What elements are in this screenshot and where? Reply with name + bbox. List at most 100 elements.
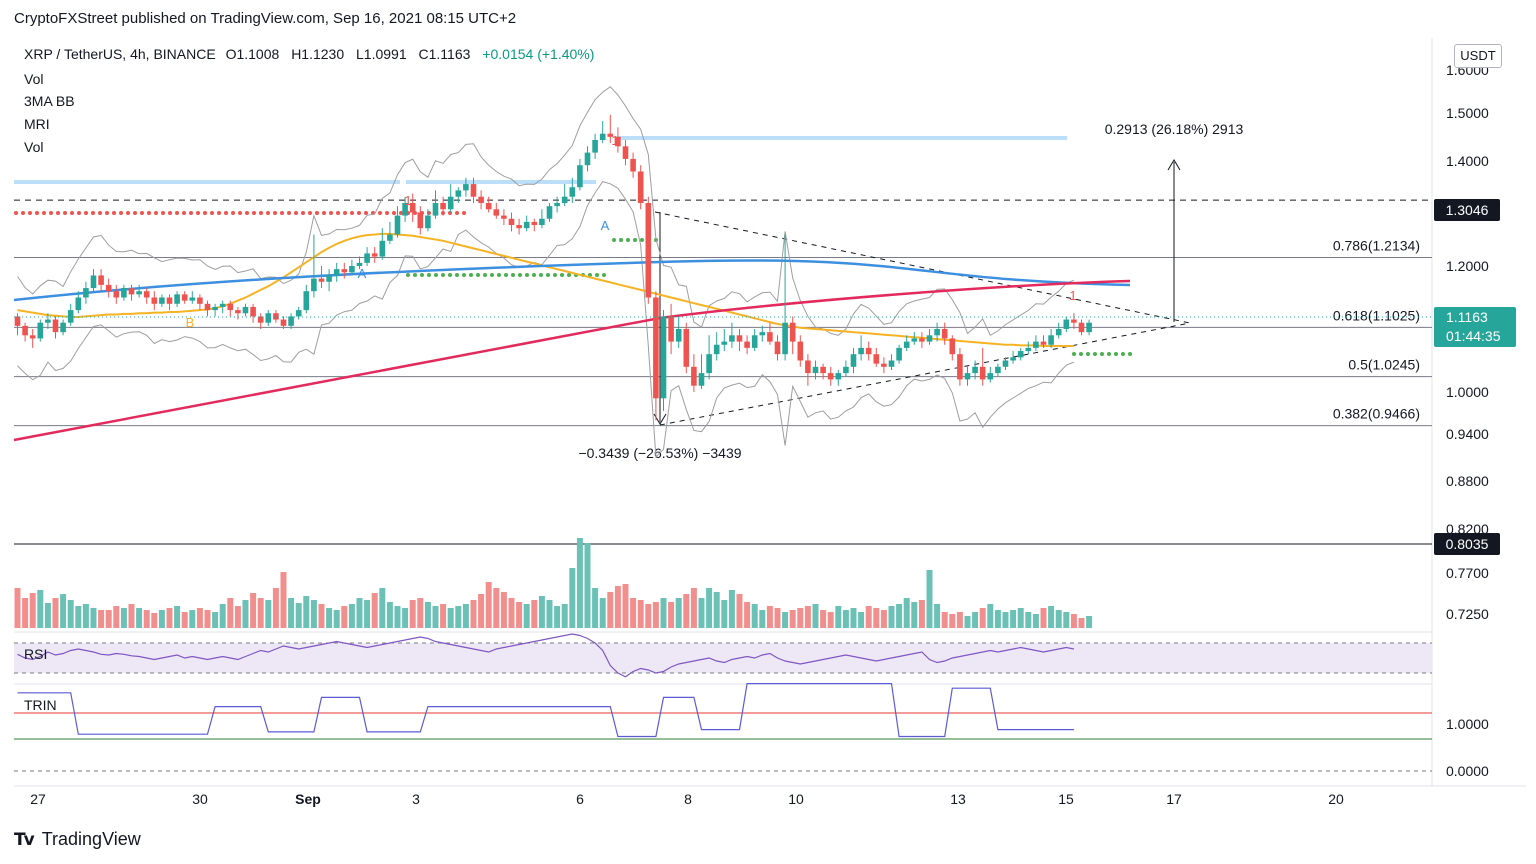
candle-body [592, 140, 598, 153]
candle-body [303, 291, 310, 311]
candle-body [729, 335, 735, 342]
green-dot [560, 273, 564, 277]
red-dot [133, 211, 137, 215]
candle-body [295, 310, 302, 317]
volume-bar [1032, 614, 1039, 628]
red-dot [301, 211, 305, 215]
volume-bar [599, 598, 606, 628]
candle-body [797, 341, 804, 361]
volume-bar [858, 612, 865, 628]
red-dot [28, 211, 32, 215]
candle-body [409, 203, 416, 213]
volume-bar [569, 568, 576, 628]
red-dot [336, 211, 340, 215]
currency-button[interactable]: USDT [1454, 44, 1502, 68]
volume-bar [645, 604, 652, 628]
volume-bar [660, 598, 667, 628]
red-dot [224, 211, 228, 215]
green-dot [504, 273, 508, 277]
red-dot [126, 211, 130, 215]
bollinger-lower [17, 181, 1075, 459]
volume-bar [432, 606, 439, 628]
volume-bar [789, 610, 796, 628]
volume-bar [310, 600, 317, 628]
red-dot [112, 211, 116, 215]
volume-bar [364, 600, 371, 628]
volume-bar [44, 603, 51, 628]
candle-body [675, 329, 682, 342]
volume-bar [751, 604, 758, 628]
time-tick-label: 3 [412, 791, 420, 807]
candle-body [508, 218, 515, 226]
price-tick-label: 1.2000 [1446, 258, 1489, 274]
volume-bar [561, 604, 568, 628]
indicator-mri[interactable]: MRI [24, 116, 50, 132]
red-dot [322, 211, 326, 215]
time-tick-label: 27 [30, 791, 46, 807]
indicator-vol[interactable]: Vol [24, 71, 44, 87]
red-dot [35, 211, 39, 215]
volume-bar [607, 592, 614, 628]
volume-bar [675, 598, 682, 628]
volume-bar [29, 593, 36, 628]
green-dot [441, 273, 445, 277]
volume-bar [485, 582, 492, 628]
green-dot [1128, 352, 1132, 356]
volume-bar [196, 608, 203, 628]
volume-bar [706, 588, 713, 628]
red-dot [231, 211, 235, 215]
candle-body [379, 240, 386, 257]
red-dot [294, 211, 298, 215]
volume-bar [303, 596, 310, 628]
candle-body [212, 306, 218, 311]
legend-change: +0.0154 (+1.40%) [482, 46, 595, 62]
red-dot [329, 211, 333, 215]
candle-body [75, 297, 82, 311]
symbol-title[interactable]: XRP / TetherUS, 4h, BINANCE [24, 46, 216, 62]
candle-body [273, 313, 279, 320]
volume-bar [728, 590, 735, 628]
candle-body [843, 366, 849, 374]
volume-bar [440, 604, 447, 628]
legend-open: O1.1008 [225, 46, 280, 62]
green-dot [1079, 352, 1083, 356]
volume-bar [576, 538, 583, 628]
candle-body [67, 310, 74, 323]
indicator-vol-2[interactable]: Vol [24, 139, 44, 155]
candle-body [1033, 341, 1039, 348]
red-dot [273, 211, 277, 215]
volume-bar [592, 588, 599, 628]
volume-bar [105, 610, 112, 628]
candle-body [584, 152, 591, 166]
price-tick-label: 0.7700 [1446, 565, 1489, 581]
green-dot [619, 238, 623, 242]
volume-bar [348, 604, 355, 628]
tradingview-mark-icon: 𝗧𝘃 [14, 830, 35, 849]
candle-body [827, 373, 834, 380]
time-tick-label: 6 [576, 791, 584, 807]
candle-body [805, 360, 811, 374]
time-tick-label: 8 [684, 791, 692, 807]
volume-bar [888, 606, 895, 628]
volume-bar [151, 613, 158, 628]
indicator-3ma-bb[interactable]: 3MA BB [24, 93, 75, 109]
time-tick-label: 10 [788, 791, 804, 807]
candle-body [744, 341, 750, 348]
volume-bar [759, 610, 766, 628]
candle-body [561, 196, 568, 203]
volume-bar [880, 610, 887, 628]
volume-bar [668, 602, 675, 628]
red-dot [238, 211, 242, 215]
red-dot [210, 211, 214, 215]
volume-bar [797, 608, 804, 628]
candle-body [45, 319, 51, 323]
red-dot [364, 211, 368, 215]
price-tick-label: 0.7250 [1446, 606, 1489, 622]
time-tick-label: 15 [1058, 791, 1074, 807]
red-dot [63, 211, 67, 215]
green-dot [483, 273, 487, 277]
green-dot [602, 273, 606, 277]
volume-bar [516, 602, 523, 628]
